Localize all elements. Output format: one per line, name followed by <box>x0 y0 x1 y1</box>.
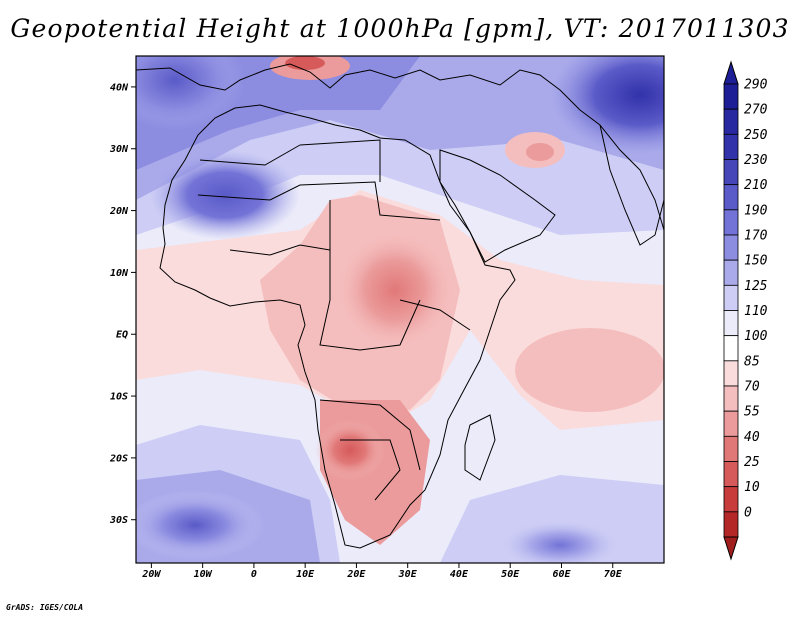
colorbar-label: 270 <box>744 103 768 118</box>
lat-tick-label: 40N <box>110 82 129 93</box>
lat-tick-label: 10N <box>110 268 129 279</box>
colorbar-label: 125 <box>744 279 768 294</box>
colorbar-label: 230 <box>744 153 768 168</box>
colorbar-label: 25 <box>744 455 760 470</box>
lat-tick-label: 10S <box>110 392 128 403</box>
colorbar-swatch <box>723 259 739 286</box>
colorbar-label: 110 <box>744 304 768 319</box>
coastlines <box>136 63 664 549</box>
lat-tick-label: 20N <box>109 206 129 217</box>
colorbar-swatch <box>723 234 739 261</box>
lat-tick-label: 30N <box>109 144 129 155</box>
lon-tick-label: 50E <box>501 569 520 580</box>
colorbar-label: 100 <box>744 329 768 344</box>
lon-tick-label: 10W <box>194 569 213 580</box>
lat-tick-label: EQ <box>116 330 128 341</box>
lat-tick-label: 30S <box>109 515 128 526</box>
colorbar-swatch <box>723 360 739 387</box>
longitude-ticks: 20W 10W 0 10E 20E 30E 40E 50E 60E 70E <box>141 563 623 580</box>
lon-tick-label: 20E <box>346 569 366 580</box>
lon-tick-label: 0 <box>251 569 257 580</box>
colorbar-label: 10 <box>744 480 760 495</box>
colorbar-swatch <box>723 159 739 186</box>
colorbar-swatch <box>723 83 739 110</box>
colorbar-swatch <box>723 335 739 362</box>
colorbar-label: 55 <box>744 405 760 420</box>
lon-tick-label: 20W <box>141 569 161 580</box>
colorbar-label: 250 <box>744 128 768 143</box>
colorbar-swatch <box>723 435 739 462</box>
colorbar-label: 40 <box>744 430 760 445</box>
colorbar-top-arrow <box>723 60 739 85</box>
colorbar-swatch <box>723 461 739 488</box>
colorbar-swatch <box>723 284 739 311</box>
colorbar-label: 0 <box>744 505 752 520</box>
lat-tick-label: 20S <box>109 453 128 464</box>
colorbar-swatch <box>723 209 739 236</box>
colorbar-label: 210 <box>744 178 768 193</box>
colorbar-swatch <box>723 108 739 135</box>
colorbar-swatch <box>723 184 739 211</box>
lon-tick-label: 70E <box>604 569 623 580</box>
colorbar: 2902702502302101901701501251101008570554… <box>723 60 768 561</box>
lon-tick-label: 60E <box>552 569 571 580</box>
lon-tick-label: 30E <box>398 569 418 580</box>
colorbar-swatch <box>723 385 739 412</box>
lon-tick-label: 40E <box>450 569 469 580</box>
colorbar-swatch <box>723 133 739 160</box>
colorbar-label: 85 <box>744 354 760 369</box>
colorbar-label: 170 <box>744 229 768 244</box>
colorbar-swatch <box>723 310 739 337</box>
colorbar-swatch <box>723 486 739 513</box>
lon-tick-label: 10E <box>296 569 315 580</box>
colorbar-label: 290 <box>744 78 768 93</box>
colorbar-swatch <box>723 410 739 437</box>
credit-label: GrADS: IGES/COLA <box>6 603 84 612</box>
colorbar-swatch <box>723 511 739 538</box>
colorbar-label: 190 <box>744 203 768 218</box>
colorbar-bottom-arrow <box>723 536 739 561</box>
height-field <box>136 56 664 563</box>
plot-frame <box>135 55 665 564</box>
colorbar-label: 70 <box>744 380 760 395</box>
page-title: Geopotential Height at 1000hPa [gpm], VT… <box>10 14 790 43</box>
colorbar-label: 150 <box>744 254 768 269</box>
latitude-ticks: 40N 30N 20N 10N EQ 10S 20S 30S <box>109 82 136 526</box>
